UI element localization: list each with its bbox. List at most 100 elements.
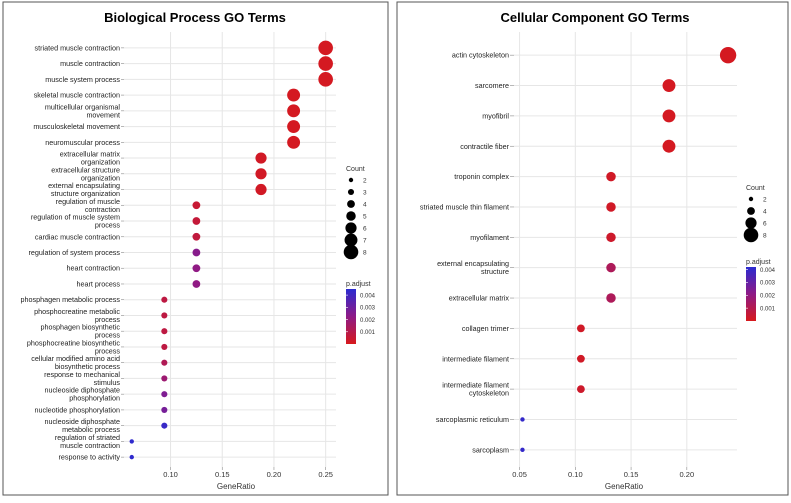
left-y-tick-label-line: striated muscle contraction <box>35 43 121 52</box>
left-y-tick-label: nucleoside diphosphate phosphorylation <box>44 386 120 403</box>
left-size-legend-label: 8 <box>363 250 367 257</box>
left-data-point <box>161 391 168 398</box>
left-chart-title: Biological Process GO Terms <box>104 10 286 25</box>
left-y-tick-label-line: extracellular matrix <box>60 150 121 159</box>
left-data-point <box>318 40 333 56</box>
left-y-tick-label: heart contraction <box>66 264 120 273</box>
left-y-tick-label: extracellular structure organization <box>51 165 120 182</box>
left-data-point <box>161 343 168 350</box>
right-padj-colorbar <box>746 267 756 321</box>
left-data-point <box>161 359 168 366</box>
left-size-legend-dot <box>346 211 356 221</box>
left-y-tick-label-line: regulation of muscle system <box>31 213 120 222</box>
left-padj-tick-label: 0.002 <box>360 318 376 324</box>
left-padj-tick-label: 0.004 <box>360 293 376 299</box>
left-y-tick-label: nucleotide phosphorylation <box>34 405 120 414</box>
right-size-legend-dot <box>743 227 759 243</box>
right-y-tick-label: myofilament <box>470 233 509 242</box>
right-x-tick-label: 0.15 <box>624 470 639 479</box>
right-data-point <box>606 262 616 273</box>
right-data-point <box>577 385 585 394</box>
left-y-tick-label-line: neuromuscular process <box>45 138 120 147</box>
right-size-legend-items: 2 4 6 8 <box>743 197 767 243</box>
right-padj-tick-label: 0.003 <box>760 281 776 287</box>
right-y-tick-label-line: myofilament <box>470 233 509 242</box>
right-x-tick-labels: 0.05 0.10 0.15 0.20 <box>512 467 694 479</box>
left-x-axis-label: GeneRatio <box>217 482 256 491</box>
left-y-tick-label-line: process <box>95 331 121 340</box>
left-y-tick-label-line: phosphagen biosynthetic <box>40 323 120 332</box>
left-size-legend-dot <box>347 188 355 196</box>
right-y-tick-label: collagen trimer <box>462 324 510 333</box>
left-y-tick-label: regulation of muscle system process <box>31 213 120 230</box>
right-y-tick-label-line: myofibril <box>482 111 509 120</box>
left-y-tick-label: cardiac muscle contraction <box>35 232 120 241</box>
left-y-tick-label: muscle contraction <box>60 59 120 68</box>
left-data-point <box>161 328 168 335</box>
right-data-point <box>606 202 616 212</box>
left-y-tick-label-line: muscle contraction <box>60 441 120 450</box>
left-y-tick-label: skeletal muscle contraction <box>34 91 120 100</box>
right-y-tick-label: external encapsulating structure <box>437 259 509 276</box>
right-y-tick-label-line: sarcoplasm <box>472 445 509 454</box>
right-y-tick-label: sarcoplasm <box>472 445 509 454</box>
right-data-point <box>662 79 676 92</box>
left-x-tick-label: 0.25 <box>318 470 333 479</box>
left-y-tick-label: multicellular organismal movement <box>45 102 120 119</box>
left-y-tick-label-line: heart contraction <box>66 264 120 273</box>
left-data-points <box>129 40 333 460</box>
right-y-tick-label: sarcomere <box>475 81 509 90</box>
left-size-legend-items: 2 3 4 5 6 7 8 <box>343 178 367 260</box>
left-size-legend-dot <box>344 233 358 247</box>
right-padj-tick-labels: 0.004 0.003 0.002 0.001 <box>746 268 776 312</box>
right-y-tick-label-line: collagen trimer <box>462 324 510 333</box>
right-padj-tick-label: 0.002 <box>760 293 776 299</box>
left-y-tick-labels: striated muscle contraction muscle contra… <box>21 43 124 462</box>
left-y-tick-label-line: cardiac muscle contraction <box>35 232 120 241</box>
right-y-tick-labels: actin cytoskeleton sarcomere myofibril cont… <box>420 51 514 454</box>
right-y-tick-label-line: contractile fiber <box>460 142 509 151</box>
right-chart-title: Cellular Component GO Terms <box>500 10 689 25</box>
left-y-tick-label-line: phosphagen metabolic process <box>21 295 121 304</box>
left-y-tick-label-line: extracellular structure <box>51 165 120 174</box>
right-y-tick-label-line: actin cytoskeleton <box>452 51 509 60</box>
left-y-tick-label-line: movement <box>86 110 120 119</box>
left-data-point <box>255 152 267 164</box>
left-size-legend-dot <box>345 222 357 234</box>
right-y-tick-label: troponin complex <box>454 172 509 181</box>
right-y-tick-label-line: troponin complex <box>454 172 509 181</box>
left-y-tick-label-line: regulation of muscle <box>56 197 120 206</box>
left-y-tick-label: phosphocreatine metabolic process <box>34 307 120 324</box>
right-x-axis-label: GeneRatio <box>605 482 644 491</box>
right-data-point <box>606 232 616 243</box>
right-y-tick-label: intermediate filament cytoskeleton <box>442 381 509 398</box>
left-y-tick-label-line: external encapsulating <box>48 181 120 190</box>
right-y-tick-label: myofibril <box>482 111 509 120</box>
left-y-tick-label: muscle system process <box>45 75 120 84</box>
left-data-point <box>192 217 201 225</box>
left-data-point <box>318 56 333 71</box>
right-y-tick-label-line: external encapsulating <box>437 259 509 268</box>
left-data-point <box>129 439 134 444</box>
right-data-point <box>520 417 525 422</box>
left-y-tick-label-line: nucleotide phosphorylation <box>34 405 120 414</box>
left-data-point <box>192 264 201 273</box>
right-size-legend-dot <box>745 217 757 229</box>
right-y-tick-label-line: structure <box>481 267 509 276</box>
right-data-points <box>520 47 737 453</box>
right-plot-area <box>514 32 737 467</box>
left-x-tick-label: 0.20 <box>267 470 282 479</box>
left-padj-tick-labels: 0.004 0.003 0.002 0.001 <box>346 293 376 336</box>
left-data-point <box>192 232 201 241</box>
right-x-tick-label: 0.10 <box>568 470 583 479</box>
left-y-tick-label-line: cellular modified amino acid <box>31 354 120 363</box>
left-size-legend-label: 7 <box>363 238 367 245</box>
left-y-tick-label: phosphagen metabolic process <box>21 295 121 304</box>
left-y-tick-label-line: phosphocreatine metabolic <box>34 307 120 316</box>
left-y-tick-label-line: multicellular organismal <box>45 102 120 111</box>
left-data-point <box>287 135 301 149</box>
right-data-point <box>577 324 585 333</box>
left-y-tick-label-line: contraction <box>85 205 120 214</box>
